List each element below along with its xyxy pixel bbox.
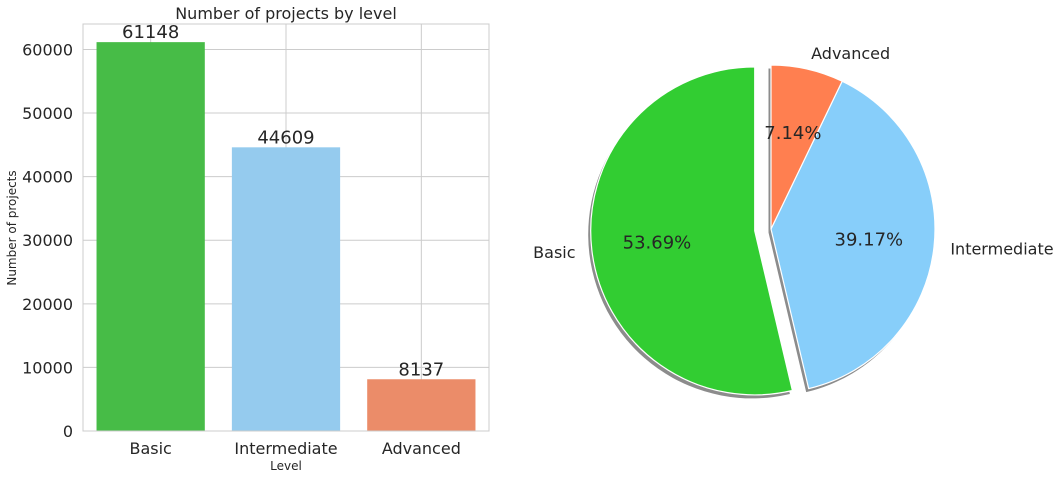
pie-pct-basic: 53.69% bbox=[623, 232, 692, 253]
bar-value-label: 61148 bbox=[122, 22, 179, 43]
bar-chart: 0 10000 20000 30000 40000 50000 60000 Basic Inte… bbox=[5, 4, 490, 473]
bar-x-tick-label: Basic bbox=[129, 439, 171, 458]
bar-x-tick-label: Intermediate bbox=[234, 439, 337, 458]
bar-intermediate bbox=[231, 147, 341, 431]
bar-value-label: 8137 bbox=[398, 359, 444, 380]
bar-basic bbox=[96, 42, 205, 432]
pie-slice-intermediate bbox=[770, 80, 936, 390]
pie-chart: Basic 53.69% Intermediate 39.17% Advanced 7.1… bbox=[533, 44, 1054, 399]
bar-value-label: 44609 bbox=[257, 127, 314, 148]
bar-y-tick-label: 40000 bbox=[22, 168, 73, 187]
bar-x-tick-label: Advanced bbox=[382, 439, 461, 458]
bar-y-axis-label: Number of projects bbox=[5, 170, 19, 285]
pie-label-basic: Basic bbox=[533, 243, 575, 262]
bar-y-tick-label: 10000 bbox=[22, 358, 73, 377]
pie-slice-advanced bbox=[770, 64, 843, 230]
bar-y-tick-label: 30000 bbox=[22, 231, 73, 250]
bar-advanced bbox=[367, 379, 476, 431]
bar-value-labels: 61148 44609 8137 bbox=[122, 22, 444, 380]
bar-x-axis-label: Level bbox=[270, 459, 302, 473]
bar-chart-title: Number of projects by level bbox=[175, 4, 397, 23]
bar-y-tick-label: 0 bbox=[63, 422, 73, 441]
pie-labels: Basic 53.69% Intermediate 39.17% Advanced 7.1… bbox=[533, 44, 1053, 262]
pie-slices bbox=[590, 64, 936, 396]
pie-label-advanced: Advanced bbox=[811, 44, 890, 63]
bar-y-tick-label: 50000 bbox=[22, 104, 73, 123]
bar-marks bbox=[96, 42, 476, 432]
pie-slice-basic bbox=[590, 66, 793, 396]
pie-pct-intermediate: 39.17% bbox=[835, 230, 904, 251]
pie-label-intermediate: Intermediate bbox=[950, 240, 1053, 259]
bar-y-tick-label: 20000 bbox=[22, 295, 73, 314]
bar-ticks: 0 10000 20000 30000 40000 50000 60000 Basic Inte… bbox=[22, 40, 461, 458]
bar-plot-frame bbox=[82, 23, 490, 432]
bar-y-tick-label: 60000 bbox=[22, 40, 73, 59]
pie-pct-advanced: 7.14% bbox=[764, 123, 821, 144]
